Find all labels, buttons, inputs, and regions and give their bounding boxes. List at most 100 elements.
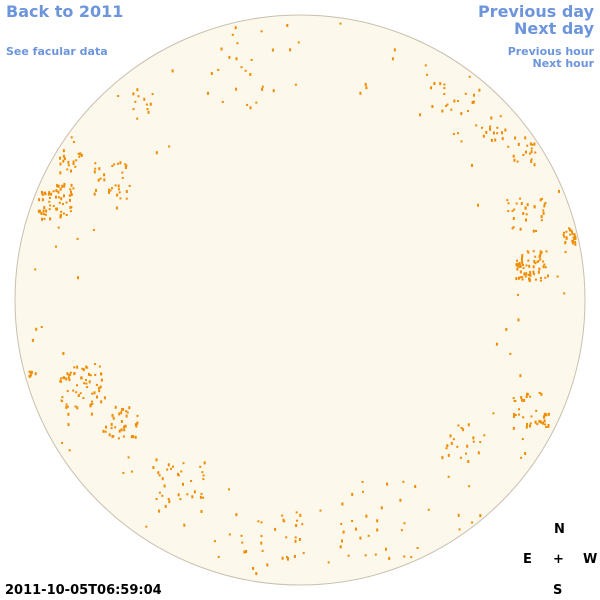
facula	[443, 87, 446, 90]
facula	[494, 138, 497, 142]
facula	[501, 131, 503, 135]
facula	[319, 509, 322, 512]
facula	[496, 132, 499, 135]
facula	[517, 263, 520, 266]
facula	[69, 373, 72, 376]
facula	[477, 203, 479, 207]
facula	[68, 379, 71, 381]
facula	[177, 493, 180, 497]
facula	[240, 66, 243, 69]
facula	[563, 235, 566, 238]
next-day-link[interactable]: Next day	[514, 19, 594, 38]
facula	[535, 230, 537, 232]
previous-day-link[interactable]: Previous day	[477, 2, 594, 21]
facula	[543, 205, 546, 208]
facula	[123, 428, 126, 432]
facula	[127, 456, 130, 459]
facula	[468, 485, 471, 488]
facula	[439, 82, 442, 86]
facula	[547, 412, 550, 416]
facula	[118, 191, 121, 194]
facula	[538, 392, 541, 394]
facular-data-link[interactable]: See facular data	[6, 45, 108, 58]
facula	[492, 412, 495, 415]
facula	[48, 200, 51, 203]
facula	[66, 405, 69, 408]
facula	[565, 236, 568, 240]
facula	[391, 57, 394, 61]
facula	[28, 375, 31, 378]
facula	[544, 423, 547, 426]
facula	[67, 164, 70, 167]
compass-south: S	[553, 583, 563, 598]
facula	[450, 108, 453, 111]
facula	[76, 406, 79, 410]
facula	[457, 132, 459, 135]
facula	[516, 259, 518, 262]
facula	[517, 318, 520, 322]
facula	[495, 342, 498, 346]
facula	[66, 168, 69, 171]
facula	[168, 500, 171, 504]
previous-hour-link[interactable]: Previous hour	[507, 45, 594, 58]
facula	[534, 421, 537, 424]
facula	[465, 452, 467, 455]
facula	[529, 395, 532, 398]
back-link[interactable]: Back to 2011	[6, 2, 124, 21]
facula	[512, 154, 515, 158]
facula	[48, 191, 51, 195]
facula	[574, 237, 577, 240]
facula	[538, 267, 541, 271]
facula	[544, 276, 547, 279]
facula	[513, 400, 516, 402]
facula	[563, 231, 565, 234]
facula	[490, 138, 493, 142]
facula	[523, 272, 526, 276]
facula	[136, 88, 139, 92]
facula	[359, 91, 362, 95]
facula	[220, 47, 223, 51]
facula	[464, 92, 467, 95]
facula	[249, 106, 252, 110]
facula	[443, 93, 446, 95]
facula	[249, 73, 252, 76]
facula	[400, 529, 403, 532]
facula	[294, 536, 297, 539]
facula	[228, 55, 231, 59]
facula	[121, 408, 124, 411]
facula	[77, 276, 79, 280]
facula	[513, 208, 516, 211]
facula	[520, 396, 523, 399]
facula	[466, 444, 469, 448]
facula	[564, 251, 567, 254]
facula	[513, 158, 516, 162]
facula	[569, 233, 572, 236]
facula	[460, 427, 463, 429]
facula	[376, 519, 379, 523]
facula	[419, 113, 422, 117]
facula	[244, 69, 247, 72]
facula	[182, 482, 184, 486]
compass-west: W	[583, 552, 598, 567]
facula	[29, 374, 32, 377]
facula	[543, 203, 546, 206]
facula	[540, 219, 543, 222]
facula	[517, 293, 519, 296]
facula	[518, 413, 521, 416]
facula	[52, 204, 55, 207]
facula	[149, 102, 152, 106]
facula	[414, 485, 417, 488]
facula	[203, 461, 206, 465]
facula	[540, 392, 543, 396]
facula	[565, 230, 568, 233]
facula	[60, 380, 63, 383]
facula	[496, 126, 499, 129]
facula	[342, 530, 345, 534]
facula	[446, 103, 449, 106]
facula	[69, 188, 72, 191]
next-hour-link[interactable]: Next hour	[532, 57, 595, 70]
facula	[111, 413, 114, 417]
facula	[89, 374, 92, 377]
facula	[522, 416, 525, 419]
facula	[121, 171, 124, 174]
